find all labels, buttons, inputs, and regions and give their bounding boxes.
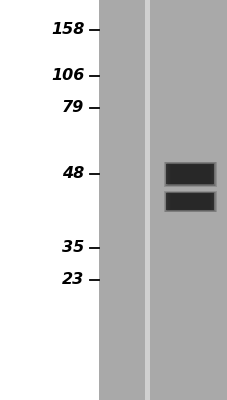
Bar: [166, 193, 213, 210]
Text: 106: 106: [51, 68, 84, 84]
Text: 48: 48: [62, 166, 84, 182]
Bar: [167, 164, 212, 185]
Bar: [165, 163, 214, 186]
Bar: [170, 165, 209, 184]
Bar: [168, 193, 211, 210]
Text: 79: 79: [62, 100, 84, 116]
Bar: [169, 165, 210, 184]
Bar: [144, 0, 150, 400]
Bar: [164, 192, 215, 212]
Bar: [164, 162, 215, 186]
Bar: [163, 162, 216, 187]
Bar: [166, 163, 213, 186]
Bar: [168, 164, 211, 184]
Bar: [170, 194, 209, 209]
Bar: [150, 0, 227, 400]
Bar: [167, 193, 212, 210]
Bar: [99, 0, 144, 400]
Bar: [166, 164, 213, 184]
Bar: [169, 194, 210, 210]
Bar: [165, 192, 214, 211]
Text: 158: 158: [51, 22, 84, 38]
Bar: [166, 192, 213, 211]
Text: 35: 35: [62, 240, 84, 256]
Bar: [163, 191, 216, 212]
Text: 23: 23: [62, 272, 84, 288]
